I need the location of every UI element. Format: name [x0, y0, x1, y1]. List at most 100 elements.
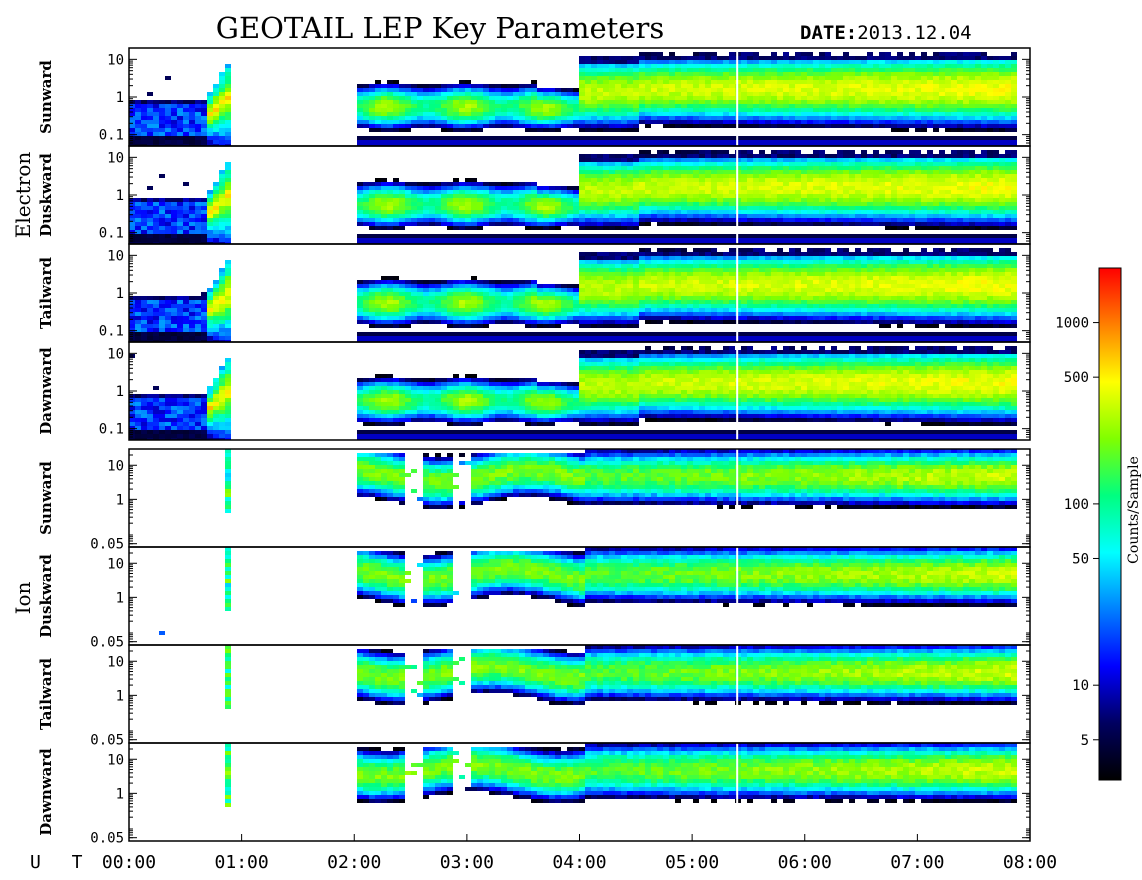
spectrogram-cell [453, 198, 459, 202]
spectrogram-cell [591, 242, 597, 244]
spectrogram-cell [969, 104, 975, 108]
spectrogram-cell [201, 222, 207, 226]
spectrogram-cell [675, 214, 681, 218]
spectrogram-cell [843, 222, 849, 226]
spectrogram-cell [531, 100, 537, 104]
spectrogram-cell [543, 144, 549, 146]
spectrogram-cell [951, 150, 957, 154]
spectrogram-cell [363, 136, 369, 140]
spectrogram-cell [1011, 182, 1017, 186]
spectrogram-cell [657, 222, 663, 226]
spectrogram-cell [213, 190, 219, 194]
spectrogram-cell [855, 210, 861, 214]
spectrogram-cell [579, 92, 585, 96]
spectrogram-cell [423, 182, 429, 186]
spectrogram-cell [1011, 194, 1017, 198]
spectrogram-cell [183, 210, 189, 214]
spectrogram-cell [699, 214, 705, 218]
spectrogram-cell [399, 202, 405, 206]
spectrogram-cell [213, 296, 219, 300]
spectrogram-cell [549, 226, 555, 230]
spectrogram-cell [213, 230, 219, 234]
spectrogram-cell [471, 194, 477, 198]
spectrogram-cell [429, 182, 435, 186]
spectrogram-cell [459, 120, 465, 124]
spectrogram-cell [711, 120, 717, 124]
spectrogram-cell [369, 194, 375, 198]
spectrogram-cell [957, 214, 963, 218]
spectrogram-cell [225, 300, 231, 304]
spectrogram-cell [771, 190, 777, 194]
spectrogram-cell [195, 214, 201, 218]
spectrogram-cell [435, 218, 441, 222]
spectrogram-cell [471, 178, 477, 182]
spectrogram-cell [789, 210, 795, 214]
spectrogram-cell [747, 92, 753, 96]
spectrogram-cell [171, 226, 177, 230]
spectrogram-cell [363, 320, 369, 324]
spectrogram-cell [669, 234, 675, 238]
spectrogram-cell [669, 100, 675, 104]
spectrogram-cell [777, 210, 783, 214]
spectrogram-cell [795, 242, 801, 244]
spectrogram-cell [411, 186, 417, 190]
spectrogram-cell [981, 128, 987, 132]
spectrogram-cell [981, 84, 987, 88]
spectrogram-cell [843, 210, 849, 214]
spectrogram-cell [993, 170, 999, 174]
spectrogram-cell [609, 242, 615, 244]
spectrogram-cell [399, 136, 405, 140]
spectrogram-cell [783, 222, 789, 226]
spectrogram-cell [747, 76, 753, 80]
spectrogram-cell [219, 202, 225, 206]
spectrogram-cell [531, 128, 537, 132]
spectrogram-cell [753, 140, 759, 144]
spectrogram-cell [201, 328, 207, 332]
spectrogram-cell [939, 178, 945, 182]
spectrogram-cell [573, 198, 579, 202]
spectrogram-cell [213, 120, 219, 124]
spectrogram-cell [411, 182, 417, 186]
spectrogram-cell [159, 116, 165, 120]
spectrogram-cell [639, 186, 645, 190]
spectrogram-cell [849, 222, 855, 226]
spectrogram-cell [897, 128, 903, 132]
spectrogram-cell [669, 120, 675, 124]
spectrogram-cell [975, 112, 981, 116]
spectrogram-cell [177, 120, 183, 124]
spectrogram-cell [921, 166, 927, 170]
spectrogram-cell [807, 112, 813, 116]
spectrogram-cell [957, 242, 963, 244]
spectrogram-cell [411, 238, 417, 242]
spectrogram-cell [681, 56, 687, 60]
spectrogram-cell [855, 56, 861, 60]
spectrogram-cell [741, 242, 747, 244]
spectrogram-cell [723, 178, 729, 182]
spectrogram-cell [867, 104, 873, 108]
spectrogram-cell [765, 182, 771, 186]
spectrogram-cell [807, 190, 813, 194]
spectrogram-cell [1011, 100, 1017, 104]
spectrogram-cell [999, 140, 1005, 144]
spectrogram-cell [789, 194, 795, 198]
spectrogram-cell [219, 284, 225, 288]
spectrogram-cell [441, 214, 447, 218]
spectrogram-cell [603, 108, 609, 112]
spectrogram-cell [183, 336, 189, 340]
spectrogram-cell [363, 242, 369, 244]
spectrogram-cell [909, 104, 915, 108]
spectrogram-cell [141, 202, 147, 206]
spectrogram-cell [387, 226, 393, 230]
spectrogram-cell [159, 206, 165, 210]
spectrogram-cell [621, 162, 627, 166]
spectrogram-cell [747, 88, 753, 92]
spectrogram-cell [393, 92, 399, 96]
spectrogram-cell [465, 238, 471, 242]
spectrogram-cell [513, 202, 519, 206]
spectrogram-cell [825, 186, 831, 190]
spectrogram-cell [807, 166, 813, 170]
spectrogram-cell [705, 178, 711, 182]
spectrogram-cell [849, 104, 855, 108]
spectrogram-cell [681, 108, 687, 112]
spectrogram-cell [855, 96, 861, 100]
